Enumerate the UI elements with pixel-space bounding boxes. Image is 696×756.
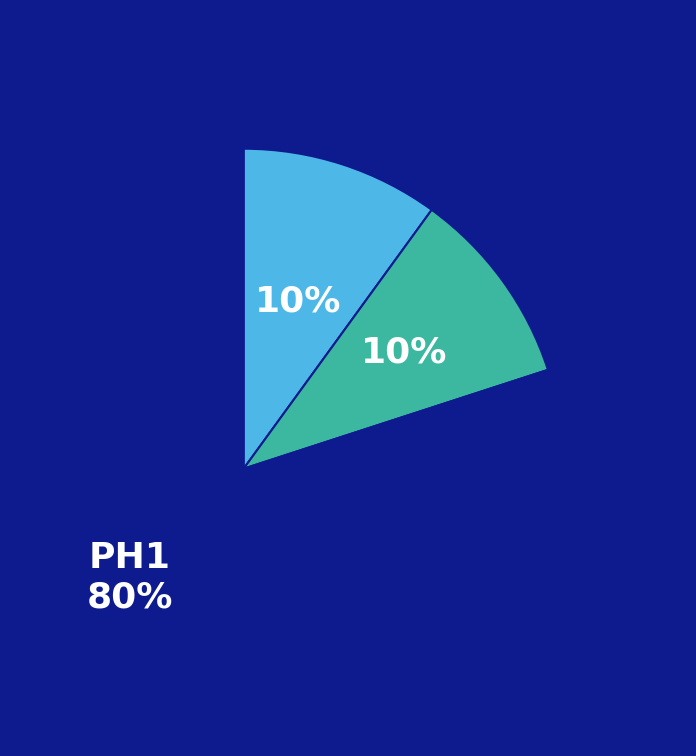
Wedge shape bbox=[244, 149, 432, 469]
Wedge shape bbox=[244, 210, 548, 469]
Text: 10%: 10% bbox=[255, 284, 341, 318]
Text: PH1
80%: PH1 80% bbox=[86, 541, 173, 614]
Wedge shape bbox=[0, 149, 564, 756]
Text: 10%: 10% bbox=[361, 335, 448, 369]
